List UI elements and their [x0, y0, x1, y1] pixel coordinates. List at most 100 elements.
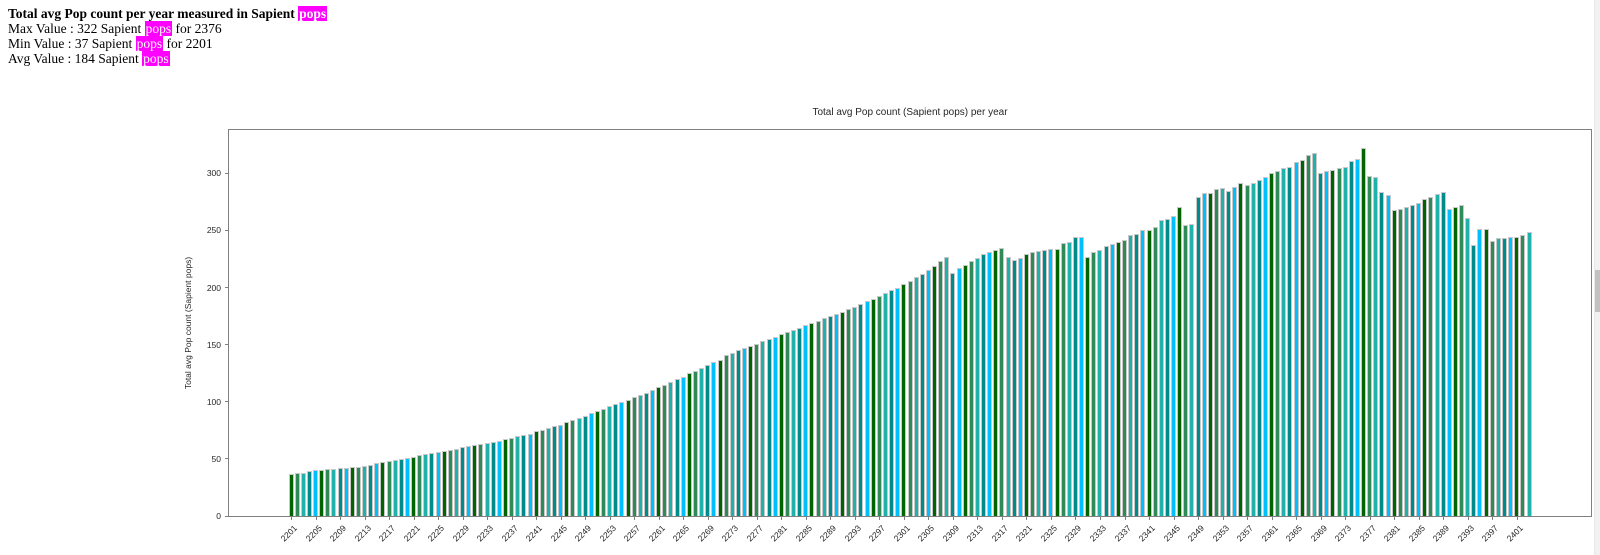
x-tick-label: 2305 — [915, 523, 937, 544]
x-tick-label: 2353 — [1210, 523, 1231, 544]
bar — [1348, 161, 1354, 516]
x-tick-mark — [707, 516, 709, 520]
page-title: Total avg Pop count per year measured in… — [8, 6, 328, 21]
bar — [1146, 230, 1152, 516]
x-tick-mark — [1001, 516, 1003, 520]
bar — [1459, 205, 1465, 516]
y-tick-mark — [225, 458, 229, 460]
bar — [803, 325, 809, 516]
x-tick-mark — [487, 516, 489, 520]
x-tick-label: 2329 — [1063, 523, 1084, 544]
bar — [374, 463, 380, 516]
bar — [827, 316, 833, 516]
bar — [1085, 257, 1091, 516]
bar — [386, 461, 392, 516]
bar — [1030, 252, 1036, 516]
x-tick-mark — [1296, 516, 1298, 520]
y-tick-mark — [225, 344, 229, 346]
bar — [423, 454, 429, 516]
bar — [1005, 257, 1011, 516]
bar — [870, 299, 876, 516]
x-tick-label: 2225 — [425, 523, 447, 544]
bar — [545, 428, 551, 516]
x-tick-label: 2241 — [523, 523, 545, 544]
bar — [864, 301, 870, 516]
bar — [858, 304, 864, 516]
bar — [735, 350, 741, 516]
bar — [925, 270, 931, 516]
highlight-pops: pops — [144, 21, 173, 36]
x-tick-mark — [879, 516, 881, 520]
bar — [680, 377, 686, 516]
bar — [668, 382, 674, 516]
x-tick-label: 2345 — [1161, 523, 1182, 544]
bar — [411, 457, 417, 516]
bar — [631, 397, 637, 516]
bar — [355, 467, 361, 516]
x-tick-mark — [364, 516, 366, 520]
x-tick-mark — [1418, 516, 1420, 520]
bar — [349, 467, 355, 516]
bar — [1373, 177, 1379, 516]
y-tick-label: 250 — [206, 225, 221, 236]
bar — [319, 470, 325, 516]
x-tick-label: 2257 — [621, 523, 643, 544]
scrollbar-thumb[interactable] — [1595, 270, 1600, 312]
bar — [539, 430, 545, 516]
x-tick-mark — [1026, 516, 1028, 520]
bar — [1238, 183, 1244, 516]
x-tick-label: 2373 — [1332, 523, 1354, 544]
x-tick-label: 2309 — [940, 523, 961, 544]
y-tick-mark — [225, 401, 229, 403]
bar — [496, 441, 502, 516]
bar — [558, 425, 564, 516]
bar — [1195, 197, 1201, 516]
bar — [1109, 244, 1115, 516]
title-text: Total avg Pop count per year measured in… — [8, 6, 299, 21]
x-tick-mark — [1516, 516, 1518, 520]
bar — [1514, 237, 1520, 516]
bar — [619, 402, 625, 516]
bar — [723, 355, 729, 516]
bar — [1171, 216, 1177, 516]
bar — [1072, 237, 1078, 516]
bar — [1115, 242, 1121, 516]
bar — [876, 296, 882, 516]
x-tick-label: 2253 — [597, 523, 618, 544]
bar — [380, 462, 386, 516]
bar — [852, 307, 858, 516]
x-tick-label: 2213 — [352, 523, 373, 544]
bar — [1256, 180, 1262, 516]
bar — [1446, 209, 1452, 516]
bar — [1287, 167, 1293, 516]
bar — [791, 330, 797, 516]
bar — [613, 404, 619, 516]
y-tick-mark — [225, 229, 229, 231]
bar — [441, 451, 447, 516]
bar — [1397, 209, 1403, 516]
x-tick-label: 2325 — [1038, 523, 1060, 544]
bar — [938, 261, 944, 516]
y-tick-label: 150 — [206, 339, 221, 350]
x-tick-mark — [1369, 516, 1371, 520]
x-tick-label: 2265 — [670, 523, 692, 544]
x-tick-label: 2361 — [1259, 523, 1280, 544]
scrollbar-track[interactable] — [1594, 0, 1600, 555]
bar — [1226, 191, 1232, 516]
x-tick-mark — [462, 516, 464, 520]
x-tick-label: 2393 — [1455, 523, 1476, 544]
bar — [889, 290, 895, 516]
x-tick-label: 2397 — [1479, 523, 1501, 544]
x-tick-mark — [658, 516, 660, 520]
stats-header: Total avg Pop count per year measured in… — [8, 6, 328, 66]
x-tick-label: 2237 — [499, 523, 520, 544]
min-value-line: Min Value : 37 Sapient pops for 2201 — [8, 36, 213, 51]
x-tick-label: 2341 — [1136, 523, 1158, 544]
x-tick-label: 2273 — [719, 523, 741, 544]
x-tick-mark — [1443, 516, 1445, 520]
avg-value-line: Avg Value : 184 Sapient pops — [8, 51, 170, 66]
bar — [797, 328, 803, 516]
x-tick-mark — [683, 516, 685, 520]
x-tick-mark — [413, 516, 415, 520]
bar — [1489, 241, 1495, 516]
